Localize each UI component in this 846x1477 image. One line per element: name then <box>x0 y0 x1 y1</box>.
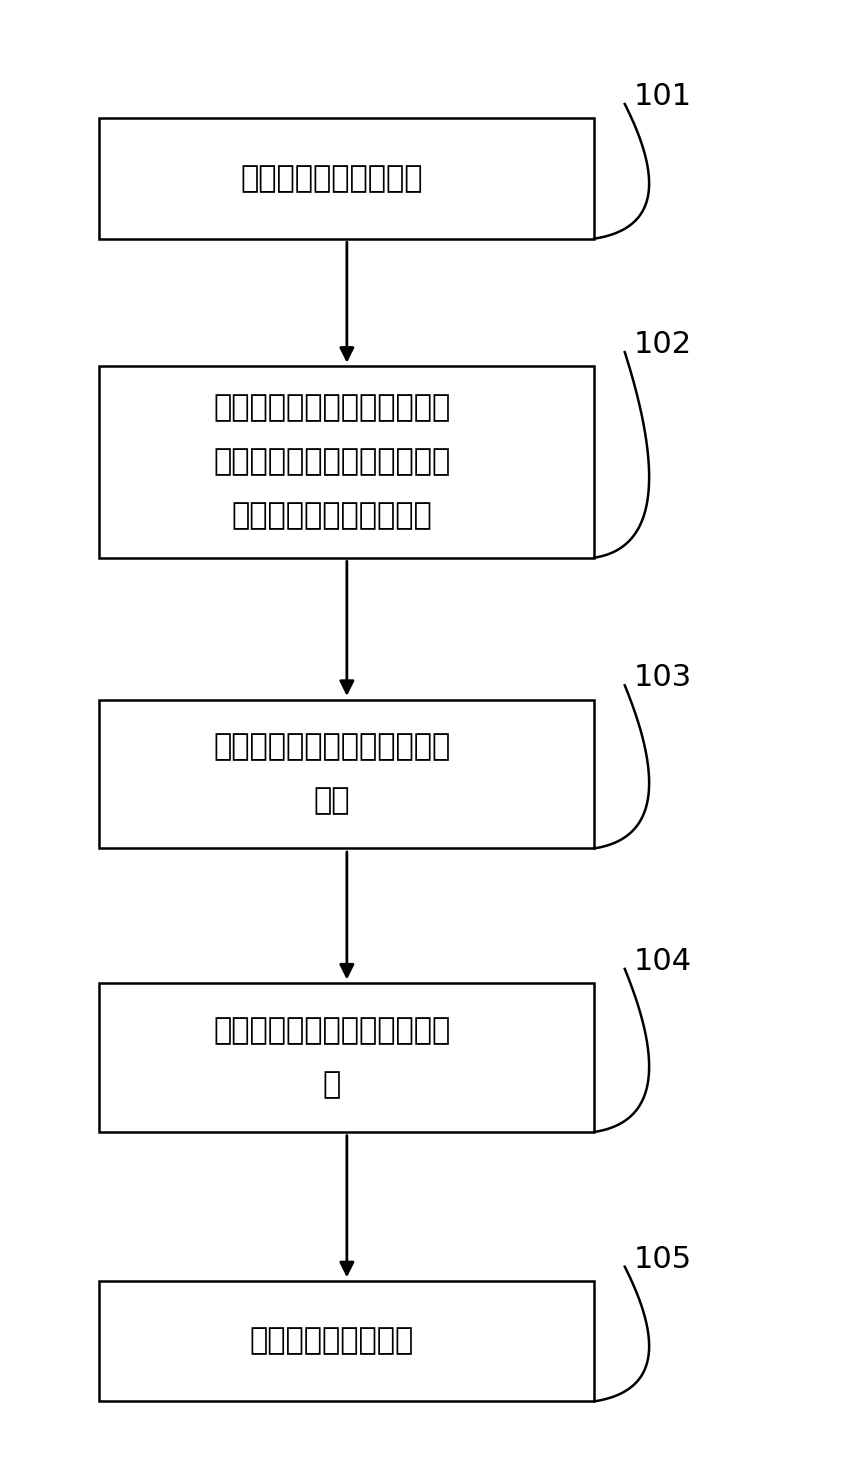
Text: 触点数量和集中度的判断: 触点数量和集中度的判断 <box>231 501 432 530</box>
Text: 得到真实触控点信息: 得到真实触控点信息 <box>250 1326 414 1356</box>
Text: 102: 102 <box>634 331 692 359</box>
Bar <box>100 1281 594 1402</box>
Text: 接收到有触控信号产生: 接收到有触控信号产生 <box>240 164 423 193</box>
Bar <box>100 118 594 239</box>
Bar <box>100 700 594 848</box>
Text: 对剚除的触控信号进行信号抑: 对剚除的触控信号进行信号抑 <box>213 1016 450 1046</box>
Text: 105: 105 <box>634 1245 692 1273</box>
Text: 信息，并对所有触控信号进行: 信息，并对所有触控信号进行 <box>213 448 450 477</box>
Text: 101: 101 <box>634 83 692 111</box>
Bar <box>100 366 594 558</box>
Text: 103: 103 <box>634 663 692 693</box>
Text: 获取所有触控点的位置及大小: 获取所有触控点的位置及大小 <box>213 394 450 422</box>
Text: 对剩余触控信号进行信号特性: 对剩余触控信号进行信号特性 <box>213 733 450 762</box>
Text: 104: 104 <box>634 947 692 976</box>
Bar <box>100 984 594 1131</box>
Text: 判断: 判断 <box>313 786 350 815</box>
Text: 制: 制 <box>322 1069 341 1099</box>
